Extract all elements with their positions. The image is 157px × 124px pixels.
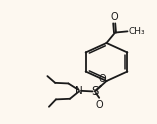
Text: N: N (75, 86, 83, 96)
Text: S: S (91, 85, 99, 98)
Text: O: O (96, 100, 103, 110)
Text: O: O (98, 74, 106, 84)
Text: CH₃: CH₃ (128, 27, 145, 36)
Text: O: O (111, 12, 118, 22)
